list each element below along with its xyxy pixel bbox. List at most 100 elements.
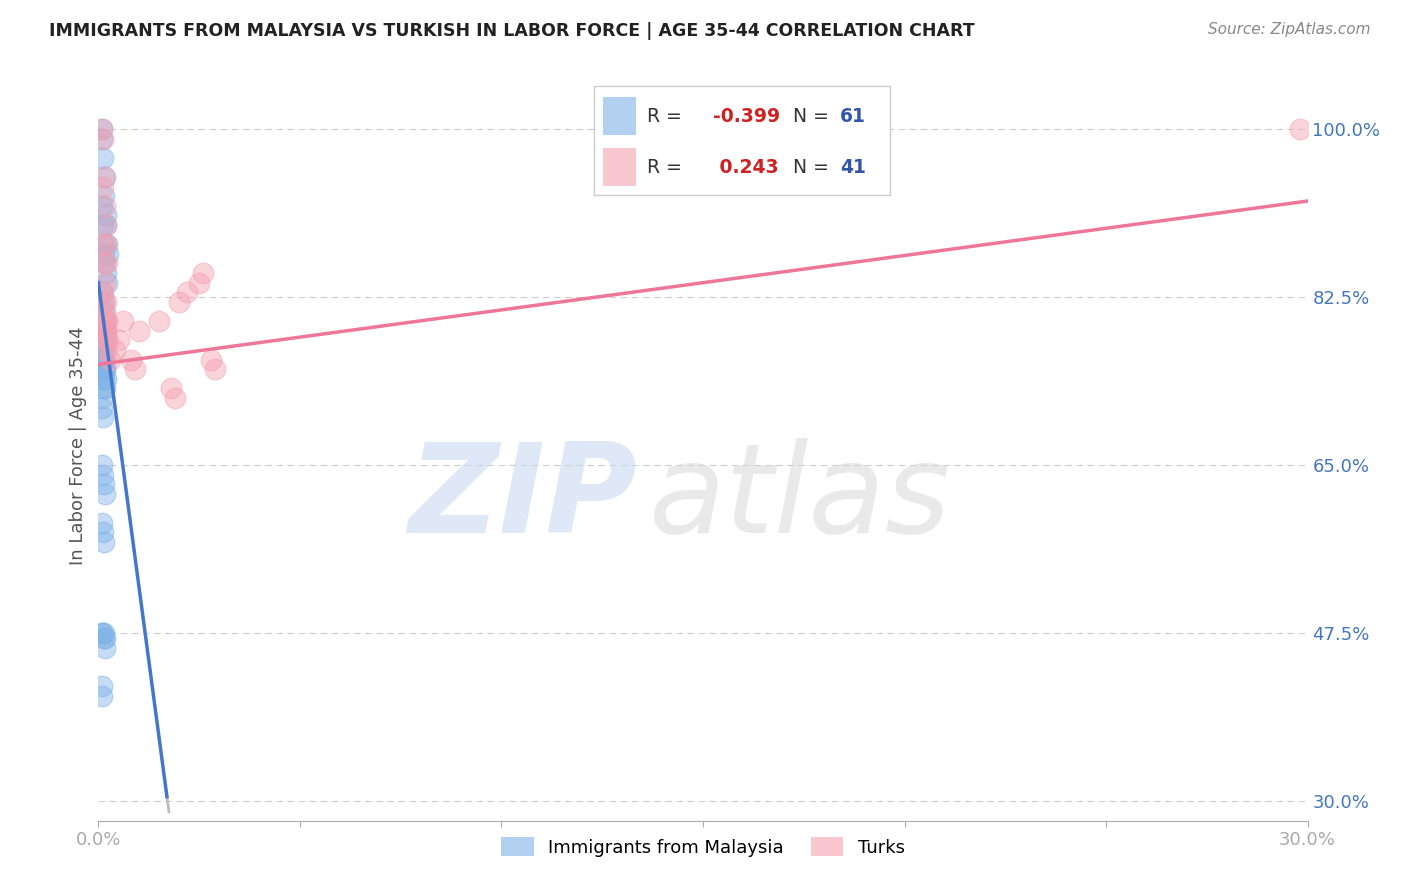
Y-axis label: In Labor Force | Age 35-44: In Labor Force | Age 35-44	[69, 326, 87, 566]
Point	[94, 294, 117, 309]
Point	[91, 352, 114, 367]
Point	[204, 362, 226, 376]
Point	[93, 324, 115, 338]
Point	[91, 151, 114, 165]
Point	[93, 626, 115, 640]
Text: Source: ZipAtlas.com: Source: ZipAtlas.com	[1208, 22, 1371, 37]
Point	[93, 362, 115, 376]
Point	[91, 334, 114, 348]
Point	[148, 314, 170, 328]
Point	[94, 304, 117, 318]
Point	[91, 218, 114, 232]
Point	[94, 362, 117, 376]
Point	[94, 487, 117, 501]
Point	[91, 122, 114, 136]
Point	[91, 372, 114, 386]
Point	[93, 535, 115, 549]
Point	[94, 640, 117, 655]
Point	[90, 352, 112, 367]
Point	[94, 334, 117, 348]
Point	[91, 343, 114, 357]
Point	[94, 209, 117, 223]
Point	[128, 324, 150, 338]
Point	[94, 169, 117, 184]
Point	[94, 266, 117, 280]
Point	[91, 401, 114, 415]
Point	[96, 237, 118, 252]
Text: atlas: atlas	[648, 438, 950, 559]
Point	[90, 122, 112, 136]
Point	[91, 516, 114, 530]
Point	[91, 343, 114, 357]
Point	[98, 352, 121, 367]
Point	[93, 256, 115, 270]
Point	[96, 276, 118, 290]
Point	[96, 324, 118, 338]
Point	[91, 131, 114, 145]
Point	[94, 276, 117, 290]
Point	[91, 285, 114, 300]
Point	[97, 334, 120, 348]
Point	[91, 626, 114, 640]
Point	[91, 467, 114, 482]
Point	[1288, 122, 1310, 136]
Point	[91, 410, 114, 425]
Point	[94, 362, 117, 376]
Point	[167, 294, 190, 309]
Point	[176, 285, 198, 300]
Point	[93, 247, 115, 261]
Point	[111, 314, 134, 328]
Point	[91, 525, 114, 540]
Point	[93, 169, 115, 184]
Point	[90, 324, 112, 338]
Point	[124, 362, 146, 376]
Point	[91, 294, 114, 309]
Point	[91, 199, 114, 213]
Point	[91, 689, 114, 703]
Legend: Immigrants from Malaysia, Turks: Immigrants from Malaysia, Turks	[494, 830, 912, 864]
Point	[94, 324, 117, 338]
Text: IMMIGRANTS FROM MALAYSIA VS TURKISH IN LABOR FORCE | AGE 35-44 CORRELATION CHART: IMMIGRANTS FROM MALAYSIA VS TURKISH IN L…	[49, 22, 974, 40]
Point	[93, 294, 115, 309]
Point	[103, 343, 125, 357]
Point	[91, 362, 114, 376]
Point	[107, 334, 129, 348]
Point	[93, 189, 115, 203]
Point	[93, 352, 115, 367]
Point	[91, 285, 114, 300]
Point	[90, 391, 112, 405]
Point	[94, 314, 117, 328]
Point	[94, 343, 117, 357]
Point	[91, 458, 114, 473]
Point	[91, 131, 114, 145]
Point	[93, 631, 115, 645]
Point	[91, 334, 114, 348]
Point	[94, 199, 117, 213]
Point	[94, 372, 117, 386]
Point	[93, 372, 115, 386]
Point	[96, 256, 118, 270]
Point	[163, 391, 186, 405]
Point	[93, 237, 115, 252]
Point	[200, 352, 222, 367]
Point	[97, 247, 120, 261]
Point	[188, 276, 211, 290]
Point	[93, 381, 115, 395]
Point	[93, 304, 115, 318]
Point	[93, 352, 115, 367]
Point	[96, 334, 118, 348]
Point	[91, 679, 114, 693]
Point	[94, 314, 117, 328]
Point	[94, 256, 117, 270]
Point	[94, 218, 117, 232]
Point	[91, 324, 114, 338]
Point	[193, 266, 215, 280]
Point	[93, 477, 115, 491]
Point	[96, 314, 118, 328]
Point	[94, 381, 117, 395]
Point	[93, 343, 115, 357]
Point	[160, 381, 183, 395]
Point	[96, 237, 118, 252]
Point	[120, 352, 142, 367]
Text: ZIP: ZIP	[408, 438, 637, 559]
